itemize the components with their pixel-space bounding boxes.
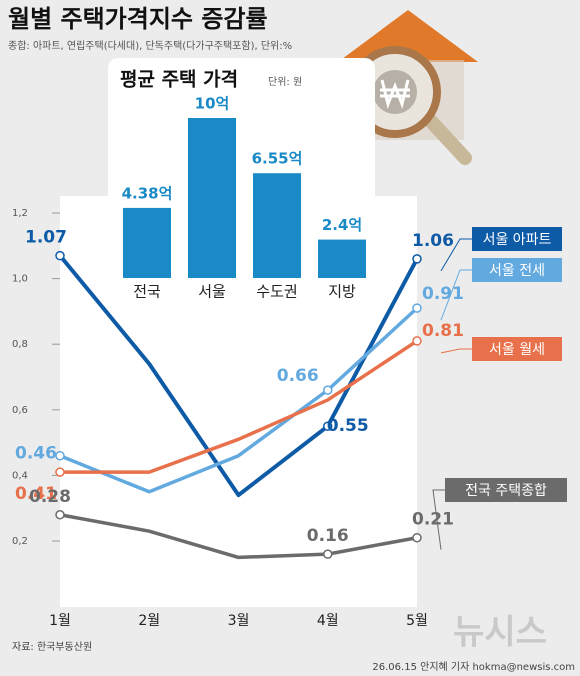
x-tick-label: 3월 [228,613,250,629]
point [412,336,422,346]
legend-leader [440,238,472,272]
legend-box [472,258,562,282]
x-tick-label: 4월 [317,613,339,629]
value-label: 0.91 [422,284,464,304]
legend-label: 서울 아파트 [483,232,552,248]
source: 자료: 한국부동산원 [12,641,92,653]
bar-value-label: 10억 [195,95,230,113]
bar-value-label: 6.55억 [252,150,303,168]
y-tick-label: 1,0 [12,274,28,285]
bar-category-label: 서울 [198,283,226,301]
y-tick-label: 1,2 [12,208,28,219]
y-tick-label: 0,8 [12,339,28,350]
credit: 26.06.15 안지혜 기자 hokma@newsis.com [372,661,575,673]
legend-label: 서울 전세 [489,263,545,279]
value-label: 0.66 [277,366,319,386]
x-tick-label: 2월 [138,613,160,629]
bar [188,118,236,278]
y-tick-label: 0,2 [12,536,28,547]
watermark: 뉴시스 [453,613,547,653]
value-label: 0.16 [307,526,349,546]
legend-box [445,478,567,502]
inset-title: 평균 주택 가격 [120,69,238,91]
point [323,421,333,431]
bar [123,207,171,278]
line [60,339,418,474]
point [55,510,65,520]
title: 월별 주택가격지수 증감률 [8,5,268,33]
point [323,549,333,559]
bar-category-label: 수도권 [256,283,297,301]
x-tick-label: 1월 [49,613,71,629]
y-tick-label: 0,4 [12,470,28,481]
bar-value-label: 2.4억 [322,216,362,234]
bar [318,239,366,278]
value-label: 1.07 [25,228,67,248]
bar-value-label: 4.38억 [122,184,173,202]
legend-leader [440,348,472,354]
value-label: 0.41 [15,484,57,504]
point [323,385,333,395]
inset-unit: 단위: 원 [268,75,302,88]
value-label: 0.28 [29,487,71,507]
value-label: 0.81 [422,321,464,341]
point [412,303,422,313]
subtitle: 종합: 아파트, 연립주택(다세대), 단독주택(다가구주택포함), 단위:% [8,39,292,52]
point [55,250,65,261]
point [55,450,65,461]
legend-label: 전국 주택종합 [465,483,547,499]
legend-leader [432,489,445,550]
legend-leader [440,269,472,321]
point [412,254,422,264]
value-label: 1.06 [412,231,454,251]
bar [253,173,301,278]
legend-label: 서울 월세 [489,342,545,358]
line [58,254,419,498]
bar-category-label: 지방 [328,283,356,301]
value-label: 0.55 [327,416,369,436]
point [55,467,65,477]
inset-panel [108,58,375,306]
x-tick-label: 5월 [406,613,428,629]
bar-category-label: 전국 [133,283,161,301]
line [59,306,419,494]
point [412,532,422,543]
legend-box [472,227,562,251]
value-label: 0.46 [15,444,57,464]
y-tick-label: 0,6 [12,405,28,416]
value-label: 0.21 [412,510,454,530]
legend-box [472,337,562,361]
line [59,513,418,560]
